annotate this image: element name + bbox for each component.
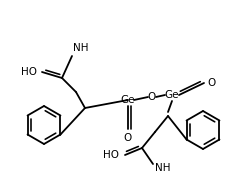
Text: Ge: Ge	[165, 90, 179, 100]
Text: NH: NH	[73, 43, 89, 53]
Text: O: O	[124, 133, 132, 143]
Text: O: O	[208, 78, 216, 88]
Text: HO: HO	[21, 67, 37, 77]
Text: Ge: Ge	[121, 95, 135, 105]
Text: HO: HO	[103, 150, 119, 160]
Text: NH: NH	[155, 163, 171, 173]
Text: O: O	[148, 92, 156, 102]
